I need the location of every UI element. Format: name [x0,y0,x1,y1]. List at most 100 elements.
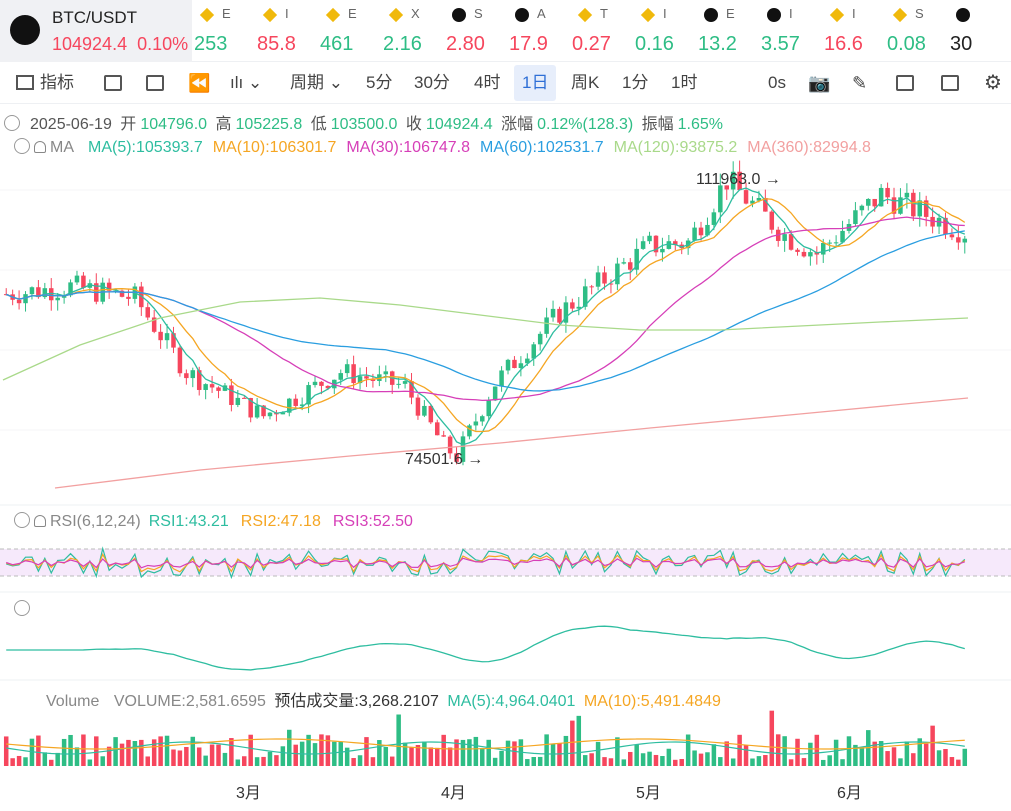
period-dropdown[interactable]: 周期 ⌄ [290,73,343,92]
mini-ticker[interactable]: X 2.16 [381,0,444,62]
collapse-toggle-icon[interactable] [14,512,30,528]
mini-ticker-name: E [726,6,735,21]
volume-bar [319,734,324,766]
candle-body [267,412,273,417]
volume-bar [68,734,73,766]
volume-bar [158,736,163,766]
interval-1m[interactable]: 1分 [622,73,649,92]
volume-bar [267,751,273,766]
mini-ticker[interactable]: E 253 [192,0,255,62]
candle-body [660,248,665,253]
candle-body [698,227,704,236]
interval-5m[interactable]: 5分 [366,73,393,92]
mini-ticker[interactable]: E 461 [318,0,381,62]
volume-bar [673,759,678,766]
mini-ticker[interactable]: 30 [948,0,1011,62]
candle-body [608,283,614,285]
volume-bar [248,734,253,766]
interval-30m[interactable]: 30分 [414,73,450,92]
candle-body [351,364,356,384]
ma-line-60 [5,230,965,392]
candle-body [344,364,350,374]
draw-box-icon[interactable] [104,75,122,91]
x-tick-may: 5月 [636,785,661,802]
interval-1h[interactable]: 1时 [671,73,698,92]
mini-ticker[interactable]: S 0.08 [885,0,948,62]
mini-ticker-value: 30 [950,33,973,55]
volume-bar [139,739,144,766]
volume-bar [287,729,292,766]
volume-bar [312,743,318,766]
pen-icon[interactable]: ✎ [852,73,868,93]
candle-body [486,400,491,417]
volume-bar [544,734,549,766]
volume-bar [570,720,575,766]
ma-legend-item: MA(60):102531.7 [480,139,604,156]
add-chart-icon[interactable] [896,75,914,91]
candle-body [885,187,890,198]
coin-icon [956,8,970,22]
rsi-line-2 [6,552,966,573]
settings-icon[interactable]: ⚙ [984,72,1002,94]
ma-legend-item: MA(5):105393.7 [88,139,203,156]
candle-body [570,302,575,309]
candle-body [499,370,504,387]
mini-ticker-value: 2.16 [383,33,422,55]
candle-body [673,241,678,245]
candle-body [595,272,601,287]
interval-weekly[interactable]: 周K [571,73,600,92]
volume-bar [891,747,897,766]
alert-bell-icon[interactable] [34,141,46,153]
mini-ticker[interactable]: I 16.6 [822,0,885,62]
indicator-button[interactable]: 指标 [16,62,74,104]
collapse-toggle-icon[interactable] [14,138,30,154]
mini-ticker-name: T [600,6,608,21]
candle-body [196,370,202,390]
candle-body [705,224,710,236]
mini-ticker[interactable]: I 85.8 [255,0,318,62]
volume-bar [814,734,820,766]
mini-ticker[interactable]: A 17.9 [507,0,570,62]
mini-ticker[interactable]: I 3.57 [759,0,822,62]
calculator-icon[interactable] [941,75,959,91]
volume-bar [608,758,614,766]
candle-body [441,435,446,437]
volume-bar [679,759,684,766]
pair-symbol: BTC/USDT [52,8,137,27]
layout-icon[interactable] [146,75,164,91]
interval-4h[interactable]: 4时 [474,73,501,92]
candle-body [602,272,607,284]
alert-bell-icon[interactable] [34,515,46,527]
mini-ticker[interactable]: S 2.80 [444,0,507,62]
rsi-legend-item: RSI2:47.18 [240,513,321,530]
candle-body [402,381,408,384]
candle-body [853,210,858,225]
candle-body [184,373,189,379]
ohlc-close: 104924.4 [425,116,493,133]
volume-bar [827,755,832,766]
rewind-icon[interactable]: ⏪ [188,73,211,93]
ohlc-low: 103500.0 [330,116,398,133]
volume-bar [332,741,337,766]
mini-ticker[interactable]: I 0.16 [633,0,696,62]
volume-bar [151,739,157,766]
volume-bar [126,739,131,766]
candle-type-icon[interactable]: ılı ⌄ [230,73,263,92]
indicator-expand[interactable] [0,600,36,619]
mini-ticker[interactable]: E 13.2 [696,0,759,62]
x-tick-jun: 6月 [837,785,862,802]
main-pair-ticker[interactable]: BTC/USDT 104924.4 0.10% [0,0,192,62]
expand-icon[interactable] [14,600,30,616]
volume-bar [685,734,691,766]
candle-body [537,333,543,345]
interval-1d[interactable]: 1日 [514,65,557,101]
volume-bar [370,757,376,766]
candle-body [434,422,440,436]
mini-ticker[interactable]: T 0.27 [570,0,633,62]
candle-body [756,197,762,201]
camera-icon[interactable]: 📷 [808,73,831,93]
candle-body [653,235,659,253]
ohlc-open: 104796.0 [140,116,208,133]
collapse-toggle-icon[interactable] [4,115,20,131]
